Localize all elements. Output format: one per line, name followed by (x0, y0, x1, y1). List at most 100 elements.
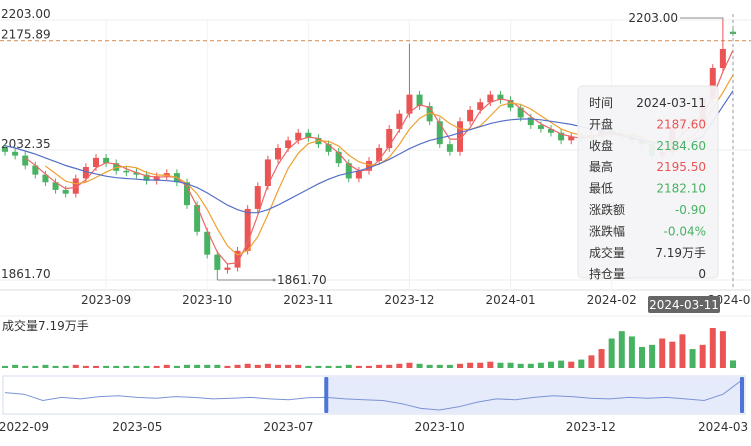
volume-bar (315, 365, 322, 368)
volume-bar (467, 362, 474, 368)
max-leader (680, 17, 724, 20)
candle-body (103, 157, 110, 164)
candle-body (548, 128, 554, 133)
volume-bar (22, 365, 29, 368)
volume-bar (497, 362, 504, 368)
navigator-label: 2023-05 (112, 420, 162, 434)
y-tick-label: 1861.70 (1, 267, 51, 281)
max-label: 2203.00 (628, 11, 678, 25)
x-tick-label: 2023-12 (384, 293, 434, 307)
candle-body (22, 155, 29, 166)
volume-bar (386, 364, 393, 368)
navigator-handle[interactable] (324, 377, 329, 413)
volume-bar (477, 362, 484, 368)
volume-bar (659, 338, 666, 368)
tooltip-value: -0.04% (664, 224, 706, 238)
volume-bar (578, 359, 585, 368)
tooltip-value: -0.90 (675, 203, 706, 217)
volume-bar (446, 364, 453, 368)
candle-body (204, 231, 211, 255)
volume-bar (669, 341, 676, 368)
tooltip-key: 成交量 (589, 245, 625, 260)
volume-bar (275, 364, 281, 368)
candle-body (345, 163, 352, 179)
volume-bar (133, 365, 140, 368)
y-tick-label: 2203.00 (1, 7, 51, 21)
volume-bar (194, 364, 201, 368)
candle-body (719, 48, 726, 68)
candle-body (93, 157, 99, 168)
volume-bar (345, 364, 352, 368)
volume-bar (143, 365, 150, 368)
volume-bar (527, 363, 534, 368)
navigator-label: 2023-12 (566, 420, 616, 434)
volume-bar (2, 365, 8, 368)
candle-body (214, 254, 221, 270)
volume-bar (618, 331, 625, 368)
volume-bar (709, 328, 716, 368)
volume-bar (426, 364, 433, 368)
candle-body (244, 208, 251, 251)
candle-body (497, 94, 504, 100)
volume-bar (244, 363, 251, 368)
volume-bar (123, 365, 130, 368)
volume-bar (588, 355, 595, 368)
tooltip-value: 2184.60 (656, 139, 706, 153)
candle-body (184, 182, 190, 206)
candle-body (386, 128, 393, 148)
mark-line-label: 2175.89 (1, 28, 51, 42)
candle-body (2, 147, 8, 152)
volume-bar (82, 365, 89, 368)
min-label: 1861.70 (277, 273, 327, 287)
tooltip-key: 时间 (589, 96, 613, 110)
volume-bar (72, 364, 79, 368)
candle-body (517, 107, 524, 118)
candle-body (163, 173, 170, 177)
tooltip-key: 开盘 (589, 116, 613, 131)
volume-bar (689, 349, 696, 368)
tooltip-value: 2187.60 (656, 117, 706, 131)
volume-bar (416, 363, 423, 368)
candle-body (12, 151, 19, 156)
x-tick-label: 2024-02 (587, 293, 637, 307)
volume-bar (295, 364, 302, 368)
volume-bar (305, 365, 312, 368)
navigator-handle[interactable] (740, 377, 744, 413)
volume-bar (264, 363, 271, 368)
candle-body (335, 151, 342, 164)
volume-bar (507, 362, 514, 368)
candle-body (446, 144, 453, 152)
volume-bar (62, 365, 69, 368)
candle-body (224, 267, 231, 270)
min-dot (272, 278, 276, 282)
navigator-frame (2, 375, 746, 415)
candle-body (416, 94, 423, 107)
volume-bar (436, 364, 443, 368)
candle-body (42, 174, 49, 183)
volume-bar (234, 364, 241, 368)
volume-bar (487, 361, 494, 368)
navigator-label: 2023-07 (263, 420, 313, 434)
candle-body (82, 167, 89, 179)
candle-body (406, 94, 413, 114)
volume-bar (224, 365, 231, 368)
candle-body (487, 94, 494, 103)
volume-label: 成交量7.19万手 (2, 318, 89, 333)
volume-bar (719, 331, 726, 368)
candle-body (558, 132, 565, 141)
y-tick-label: 2032.35 (1, 137, 51, 151)
candle-body (527, 117, 534, 126)
volume-bar (52, 365, 59, 368)
axis-pointer-box (648, 296, 720, 313)
tooltip-key: 涨跌额 (589, 202, 625, 217)
x-tick-label: 2023-09 (81, 293, 131, 307)
volume-bar (325, 365, 332, 368)
candle-body (537, 125, 544, 129)
volume-bar (254, 364, 261, 368)
volume-bar (103, 365, 110, 368)
candle-body (709, 67, 716, 99)
volume-bar (32, 365, 39, 368)
axis-pointer-label: 2024-03-11 (649, 298, 719, 312)
